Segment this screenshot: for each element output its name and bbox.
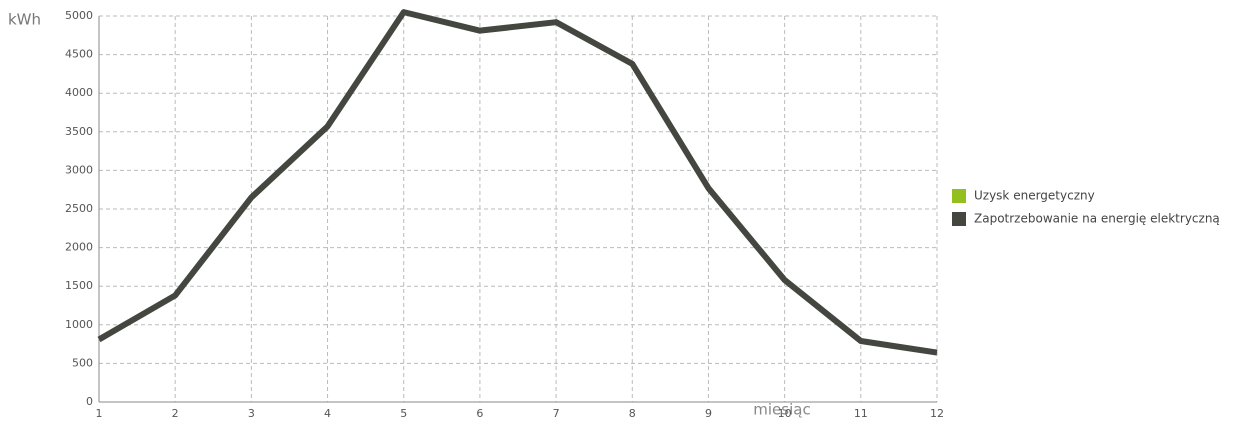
- y-tick-label: 5000: [65, 9, 93, 22]
- legend-label: Zapotrzebowanie na energię elektryczną: [974, 212, 1220, 226]
- x-tick-label: 12: [930, 407, 944, 420]
- y-tick-label: 3000: [65, 163, 93, 176]
- legend-swatch: [952, 189, 966, 203]
- y-tick-label: 4500: [65, 48, 93, 61]
- legend-label: Uzysk energetyczny: [974, 189, 1095, 203]
- x-tick-label: 4: [324, 407, 331, 420]
- x-tick-label: 5: [400, 407, 407, 420]
- x-tick-label: 10: [778, 407, 792, 420]
- y-tick-label: 1000: [65, 318, 93, 331]
- y-tick-label: 0: [86, 395, 93, 408]
- y-axis-label: kWh: [8, 11, 41, 29]
- y-tick-label: 500: [72, 356, 93, 369]
- x-axis-label: miesiąc: [753, 401, 810, 419]
- x-tick-label: 11: [854, 407, 868, 420]
- y-tick-label: 2500: [65, 202, 93, 215]
- x-tick-label: 3: [248, 407, 255, 420]
- y-tick-label: 1500: [65, 279, 93, 292]
- x-tick-label: 9: [705, 407, 712, 420]
- x-tick-label: 7: [553, 407, 560, 420]
- y-tick-label: 4000: [65, 86, 93, 99]
- x-tick-label: 8: [629, 407, 636, 420]
- x-tick-label: 2: [172, 407, 179, 420]
- y-tick-label: 3500: [65, 125, 93, 138]
- y-tick-label: 2000: [65, 241, 93, 254]
- legend-swatch: [952, 212, 966, 226]
- x-tick-label: 6: [476, 407, 483, 420]
- x-tick-label: 1: [96, 407, 103, 420]
- series-line: [97, 9, 938, 356]
